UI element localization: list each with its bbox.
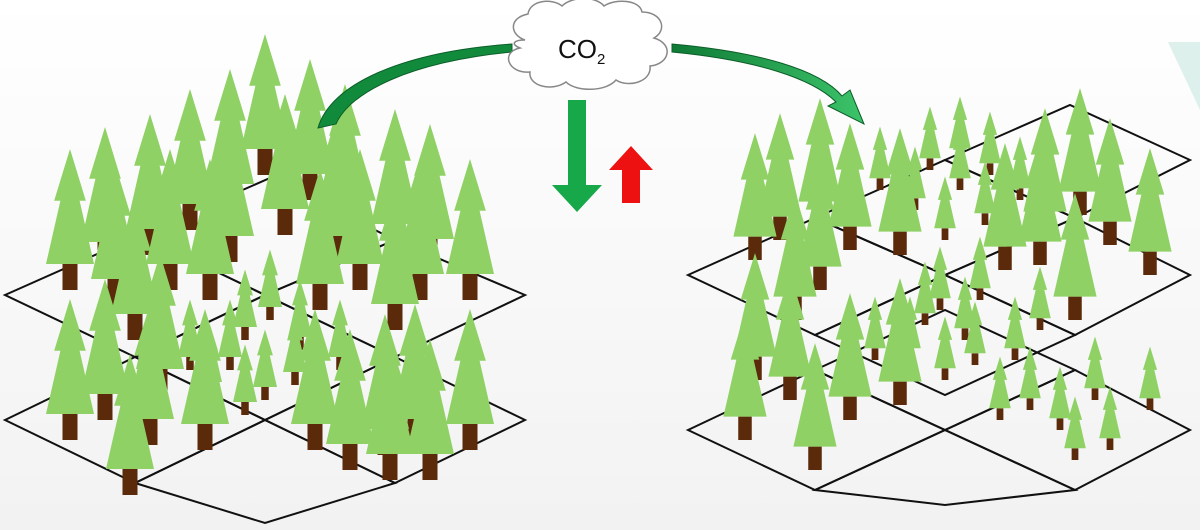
pine-tree-icon — [1088, 118, 1132, 245]
pine-tree-icon — [233, 344, 257, 415]
pine-tree-icon — [1053, 193, 1097, 320]
forest-panel-right — [685, 88, 1193, 507]
pine-tree-icon — [954, 276, 976, 340]
pine-tree-icon — [723, 313, 767, 440]
pine-tree-icon — [1029, 266, 1051, 330]
pine-tree-icon — [733, 133, 777, 260]
pine-tree-icon — [914, 261, 936, 325]
cloud-icon: CO2 — [507, 0, 668, 90]
pine-tree-icon — [446, 159, 494, 300]
pine-tree-icon — [296, 169, 344, 310]
pine-tree-icon — [258, 249, 282, 320]
pine-tree-icon — [253, 329, 277, 400]
pine-tree-icon — [934, 316, 956, 380]
pine-tree-icon — [336, 149, 384, 290]
pine-tree-icon — [1004, 296, 1026, 360]
pine-tree-icon — [46, 299, 94, 440]
pine-tree-icon — [181, 309, 229, 450]
co2-label: CO2 — [558, 34, 605, 68]
pine-tree-icon — [261, 94, 309, 235]
pine-tree-icon — [186, 159, 234, 300]
curved-arrow-icon — [317, 43, 513, 129]
pine-tree-icon — [983, 143, 1027, 270]
pine-tree-icon — [1139, 346, 1161, 410]
pine-tree-icon — [1018, 138, 1062, 265]
pine-tree-icon — [828, 123, 872, 250]
pine-tree-icon — [989, 356, 1011, 420]
pine-tree-icon — [1064, 396, 1086, 460]
pine-tree-icon — [964, 301, 986, 365]
pine-tree-icon — [1049, 366, 1071, 430]
pine-tree-icon — [46, 149, 94, 290]
pine-tree-icon — [934, 176, 956, 240]
pine-tree-icon — [979, 111, 1001, 175]
pine-tree-icon — [1084, 336, 1106, 400]
pine-tree-icon — [793, 343, 837, 470]
pine-tree-icon — [929, 246, 951, 310]
pine-tree-icon — [366, 339, 414, 480]
tree-group-left — [46, 34, 494, 495]
curved-arrow-icon — [671, 43, 865, 126]
pine-tree-icon — [106, 354, 154, 495]
pine-tree-icon — [1128, 148, 1172, 275]
pine-tree-icon — [974, 161, 996, 225]
tree-group-right — [723, 88, 1172, 470]
pine-tree-icon — [111, 199, 159, 340]
pine-tree-icon — [218, 299, 242, 370]
pine-tree-icon — [326, 329, 374, 470]
pine-tree-icon — [371, 189, 419, 330]
pine-tree-icon — [878, 278, 922, 405]
pine-tree-icon — [798, 163, 842, 290]
pine-tree-icon — [1099, 386, 1121, 450]
pine-tree-icon — [869, 126, 891, 190]
pine-tree-icon — [949, 126, 971, 190]
pine-tree-icon — [233, 269, 257, 340]
pine-tree-icon — [446, 309, 494, 450]
pine-tree-icon — [828, 293, 872, 420]
pine-tree-icon — [919, 106, 941, 170]
forest-panel-left — [2, 34, 528, 525]
pine-tree-icon — [1019, 346, 1041, 410]
arrow-up-icon — [609, 146, 653, 203]
pine-tree-icon — [81, 279, 129, 420]
corner-decoration — [1168, 42, 1200, 110]
arrow-down-icon — [552, 100, 602, 212]
pine-tree-icon — [878, 128, 922, 255]
pine-tree-icon — [291, 309, 339, 450]
pine-tree-icon — [969, 236, 991, 300]
pine-tree-icon — [768, 273, 812, 400]
pine-tree-icon — [406, 339, 454, 480]
pine-tree-icon — [864, 296, 886, 360]
